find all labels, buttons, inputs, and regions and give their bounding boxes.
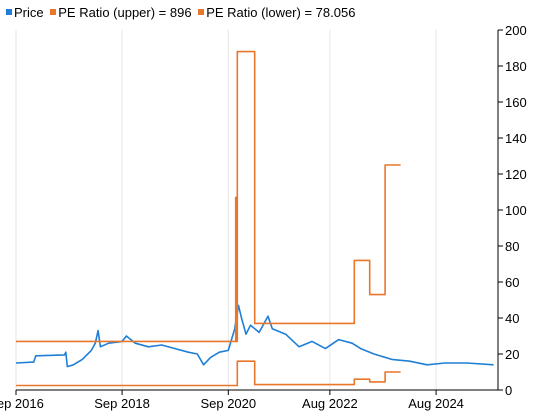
y-tick-label: 40 (505, 311, 519, 326)
legend: Price PE Ratio (upper) = 896 PE Ratio (l… (6, 5, 358, 20)
y-tick-label: 60 (505, 275, 519, 290)
chart-axes: Sep 2016 Sep 2018 Sep 2020 Aug 2022 Aug 2024… (0, 23, 527, 411)
series-pe-lower-line (16, 360, 401, 387)
legend-label-price: Price (14, 5, 44, 20)
y-tick-label: 80 (505, 239, 519, 254)
y-tick-label: 100 (505, 203, 527, 218)
y-tick-label: 140 (505, 131, 527, 146)
y-tick-label: 120 (505, 167, 527, 182)
x-tick-label: Sep 2016 (0, 396, 44, 411)
legend-swatch-pe-upper (50, 9, 57, 15)
legend-item-pe-lower[interactable]: PE Ratio (lower) = 78.056 (198, 5, 355, 20)
x-tick-label: Aug 2022 (302, 396, 358, 411)
chart-series (15, 50, 494, 387)
legend-swatch-price (6, 9, 12, 15)
y-tick-label: 180 (505, 59, 527, 74)
y-tick-label: 160 (505, 95, 527, 110)
legend-item-pe-upper[interactable]: PE Ratio (upper) = 896 (50, 5, 192, 20)
legend-label-pe-upper: PE Ratio (upper) = 896 (58, 5, 192, 20)
chart-grid (15, 30, 437, 390)
x-tick-label: Sep 2020 (200, 396, 256, 411)
legend-swatch-pe-lower (198, 9, 205, 15)
y-tick-label: 0 (505, 383, 512, 398)
y-tick-label: 20 (505, 347, 519, 362)
legend-label-pe-lower: PE Ratio (lower) = 78.056 (206, 5, 356, 20)
x-tick-label: Aug 2024 (408, 396, 464, 411)
legend-item-price[interactable]: Price (6, 5, 44, 20)
series-pe-upper-line (16, 50, 401, 343)
x-tick-label: Sep 2018 (94, 396, 150, 411)
y-tick-label: 200 (505, 23, 527, 38)
series-price-line (15, 304, 494, 368)
